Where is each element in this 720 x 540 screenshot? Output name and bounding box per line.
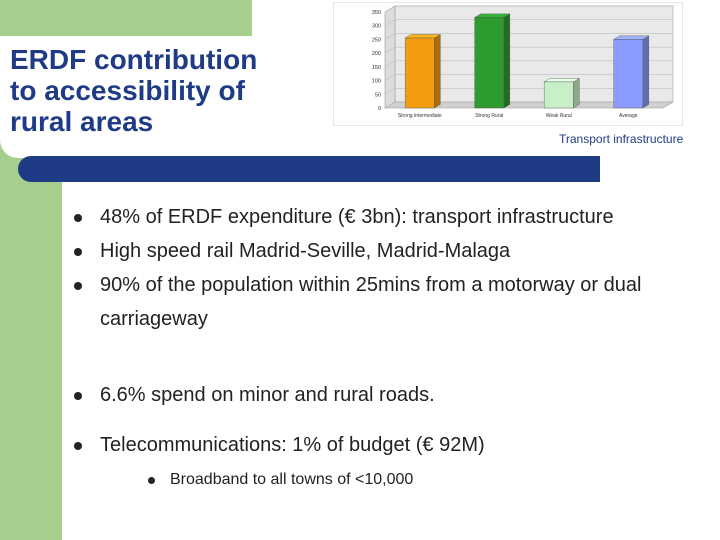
bullet-item-roads: 6.6% spend on minor and rural roads. [68,378,708,412]
bullet-text: High speed rail Madrid-Seville, Madrid-M… [100,240,511,262]
bar-top [612,35,650,40]
bar-side [573,77,580,109]
bullet-item-telecom: Telecommunications: 1% of budget (€ 92M) [68,428,708,462]
bullet-text: Telecommunications: 1% of budget (€ 92M) [100,434,485,456]
y-tick-label: 200 [372,51,381,57]
bullet-list-transport: 48% of ERDF expenditure (€ 3bn): transpo… [68,200,708,336]
y-tick-label: 50 [375,92,381,98]
x-tick-label: Strong Intermediate [398,113,442,119]
bar [613,39,644,109]
bar-top [543,78,581,83]
bar-chart: 0 50 100 150 200 250 300 350 Strong Intermediate… [332,1,684,127]
y-tick-label: 250 [372,37,381,43]
gridline-side [384,5,396,13]
bullet-dot [74,214,82,222]
gridline-side [384,88,396,95]
sub-bullet-text: Broadband to all towns of <10,000 [170,471,414,488]
bullet-dot [74,282,82,290]
bullet-item: High speed rail Madrid-Seville, Madrid-M… [68,234,708,268]
y-tick-label: 150 [372,65,381,71]
bullet-item: 48% of ERDF expenditure (€ 3bn): transpo… [68,200,708,234]
title-box [0,36,330,158]
y-tick-label: 100 [372,79,381,85]
bar-side [503,13,511,109]
gridline-side [384,74,396,81]
gridline-side [384,101,396,109]
bar-side [642,35,650,109]
chart-side-wall [384,5,396,109]
chart-caption: Transport infrastructure [559,132,684,146]
slide-title: ERDF contribution to accessibility of ru… [10,44,258,137]
y-tick-label: 300 [372,24,381,30]
bar-side [434,34,441,109]
chart-container: 0 50 100 150 200 250 300 350 Strong Intermediate… [332,1,684,127]
y-tick-label: 0 [378,106,381,112]
bullet-dot [74,392,82,400]
bullet-text: 90% of the population within 25mins from… [100,274,642,330]
bar-top [404,34,442,39]
x-tick-label: Strong Rural [475,113,503,119]
bullet-dot [74,442,82,450]
gridline-side [384,60,396,68]
y-tick-label: 350 [372,10,381,16]
x-tick-label: Average [619,113,638,119]
bar [404,37,435,109]
bullet-dot [74,248,82,256]
gridline-side [384,19,396,26]
sub-bullet-broadband: Broadband to all towns of <10,000 [148,468,414,492]
bar [543,81,574,109]
bullet-dot [148,477,155,484]
bar [474,17,505,109]
gridline-side [384,46,396,54]
bullet-item: 90% of the population within 25mins from… [68,268,708,336]
x-tick-label: Weak Rural [546,113,572,119]
title-underline-bar [18,156,600,182]
gridline-side [384,33,396,40]
bullet-text: 48% of ERDF expenditure (€ 3bn): transpo… [100,206,614,228]
bar-top [473,13,511,18]
bullet-text: 6.6% spend on minor and rural roads. [100,384,435,406]
